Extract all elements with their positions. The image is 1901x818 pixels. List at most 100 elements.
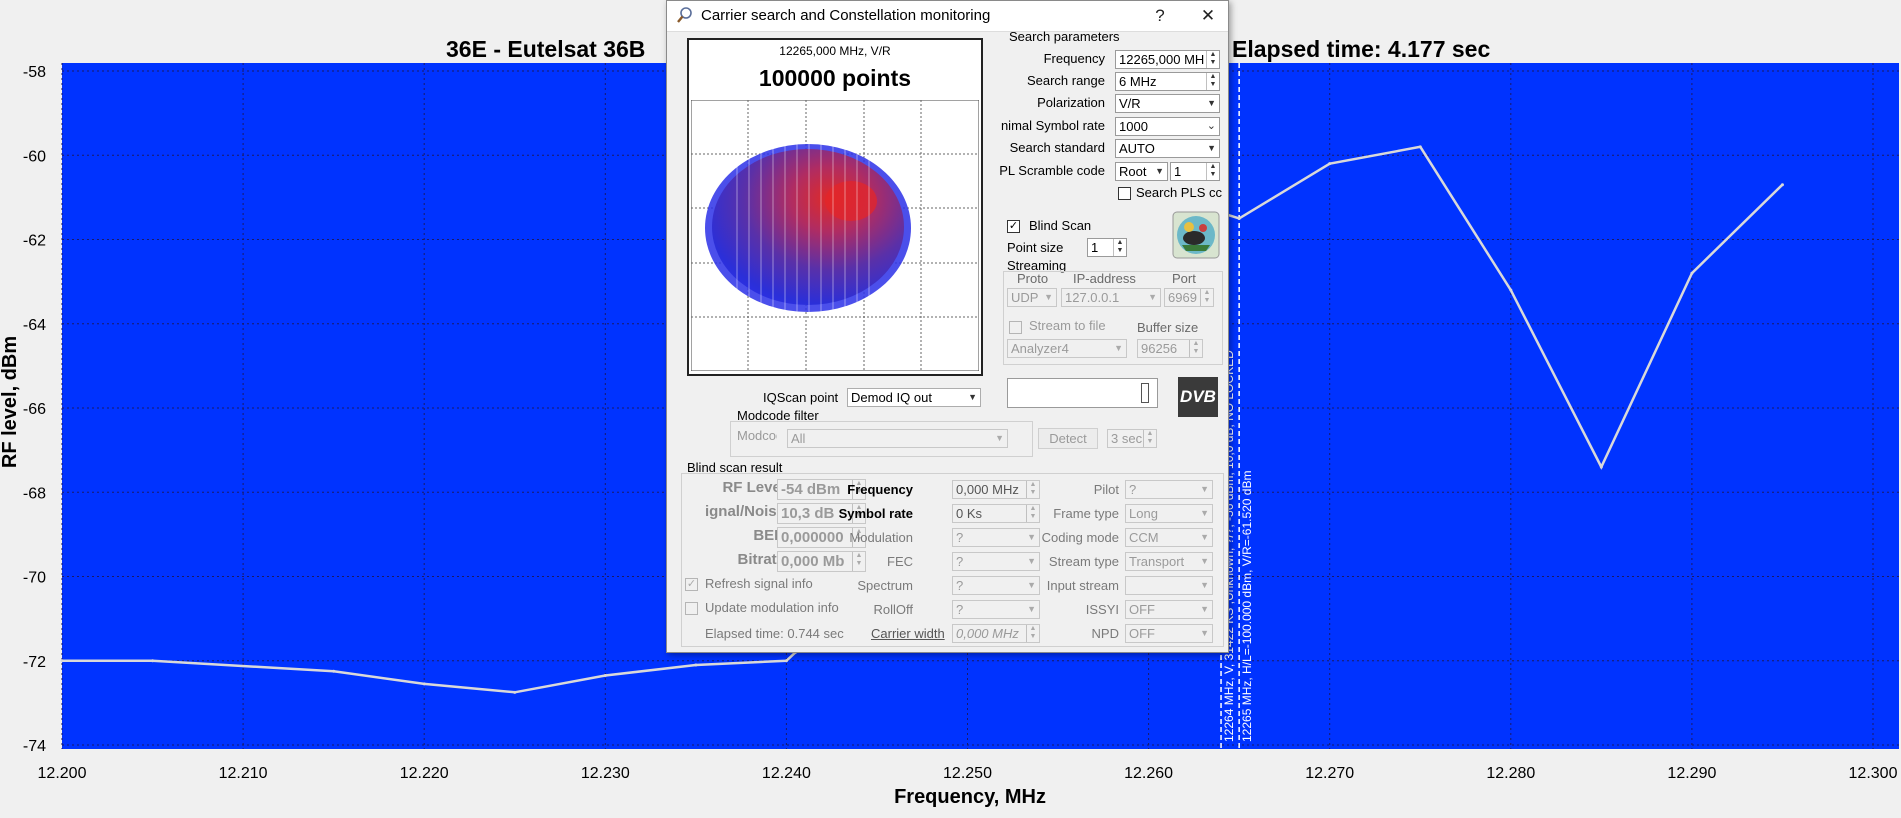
x-tick-label: 12.300 <box>1849 765 1898 782</box>
search-pls-checkbox[interactable] <box>1118 187 1131 200</box>
detect-button[interactable]: Detect <box>1038 428 1098 449</box>
x-tick-label: 12.200 <box>38 765 87 782</box>
npd-select[interactable]: OFF ▼ <box>1125 624 1213 643</box>
y-tick-label: -74 <box>23 738 46 755</box>
ber-label: BER <box>753 527 785 544</box>
series-line <box>1211 145 1784 470</box>
x-tick-label: 12.270 <box>1305 765 1354 782</box>
port-input[interactable]: 6969 ▲ ▼ <box>1164 288 1214 307</box>
blind-scan-result-group <box>681 473 1224 647</box>
spectrum-select[interactable]: ? ▼ <box>952 576 1040 595</box>
y-tick-label: -68 <box>23 485 46 502</box>
series-point <box>1690 271 1694 275</box>
pilot-label: Pilot <box>1093 482 1119 497</box>
dialog-title: Carrier search and Constellation monitor… <box>701 7 991 24</box>
stream-type-select[interactable]: Transport ▼ <box>1125 552 1213 571</box>
x-tick-label: 12.220 <box>400 765 449 782</box>
signal-noise-value: 10,3 dB ▲ ▼ <box>777 503 866 524</box>
x-tick-label: 12.280 <box>1486 765 1535 782</box>
x-tick-label: 12.210 <box>219 765 268 782</box>
buffer-size-label: Buffer size <box>1137 320 1199 335</box>
search-range-input[interactable]: 6 MHz ▲ ▼ <box>1115 72 1220 91</box>
bitrate-value: 0,000 Mb ▲ ▼ <box>777 551 866 572</box>
input-stream-select[interactable]: ▼ <box>1125 576 1213 595</box>
ber-value: 0,000000 ▲ ▼ <box>777 527 866 548</box>
dialog-titlebar[interactable]: Carrier search and Constellation monitor… <box>667 1 1228 32</box>
blind-scan-checkbox[interactable]: ✓ <box>1007 220 1020 233</box>
frame-type-select[interactable]: Long ▼ <box>1125 504 1213 523</box>
iqscan-select[interactable]: Demod IQ out ▼ <box>847 388 981 407</box>
stream-file-select[interactable]: Analyzer4 ▼ <box>1007 339 1127 358</box>
rf-level-label: RF Level <box>722 479 785 496</box>
series-point <box>151 659 155 663</box>
pl-scramble-select[interactable]: Root ▼ <box>1115 162 1168 181</box>
search-standard-select[interactable]: AUTO ▼ <box>1115 139 1220 158</box>
magnifier-icon <box>677 7 692 23</box>
help-button[interactable]: ? <box>1155 6 1165 25</box>
bitrate-label: Bitrate <box>737 551 785 568</box>
constellation-freq-label: 12265,000 MHz, V/R <box>779 44 891 58</box>
fish-logo-icon[interactable] <box>1172 211 1220 259</box>
carrier-width-label[interactable]: Carrier width <box>871 626 945 641</box>
frame-type-label: Frame type <box>1053 506 1119 521</box>
ip-address-label: IP-address <box>1073 271 1136 286</box>
point-size-input[interactable]: 1 ▲ ▼ <box>1087 238 1127 257</box>
streaming-title: Streaming <box>1007 258 1067 273</box>
min-symbol-rate-label: nimal Symbol rate <box>1000 118 1105 133</box>
search-range-label: Search range <box>1026 73 1105 88</box>
refresh-signal-checkbox[interactable]: ✓ <box>685 578 698 591</box>
rolloff-select[interactable]: ? ▼ <box>952 600 1040 619</box>
close-button[interactable]: ✕ <box>1200 6 1216 25</box>
ip-address-select[interactable]: 127.0.0.1 ▼ <box>1061 288 1161 307</box>
stream-to-file-checkbox[interactable] <box>1009 321 1022 334</box>
modulation-select[interactable]: ? ▼ <box>952 528 1040 547</box>
y-tick-label: -72 <box>23 654 46 671</box>
pilot-select[interactable]: ? ▼ <box>1125 480 1213 499</box>
modcode-filter-group <box>730 421 1033 457</box>
carrier-width-value[interactable]: 0,000 MHz ▲ ▼ <box>952 624 1040 643</box>
spectrum-label: Spectrum <box>857 578 913 593</box>
series-point <box>1328 162 1332 166</box>
rf-level-value: -54 dBm ▲ ▼ <box>777 479 866 500</box>
buffer-size-input[interactable]: 96256 ▲ ▼ <box>1137 339 1203 358</box>
y-tick-label: -66 <box>23 401 46 418</box>
polarization-select[interactable]: V/R ▼ <box>1115 94 1220 113</box>
frequency-input[interactable]: 12265,000 MH ▲ ▼ <box>1115 50 1220 69</box>
series-point <box>784 659 788 663</box>
blind-scan-label: Blind Scan <box>1029 218 1092 233</box>
polarization-label: Polarization <box>1037 95 1105 110</box>
issyi-select[interactable]: OFF ▼ <box>1125 600 1213 619</box>
iqscan-label: IQScan point <box>763 390 839 405</box>
signal-noise-label: ignal/Noise <box>704 503 785 520</box>
proto-select[interactable]: UDP ▼ <box>1007 288 1057 307</box>
modcode-select[interactable]: All ▼ <box>787 429 1008 448</box>
coding-mode-select[interactable]: CCM ▼ <box>1125 528 1213 547</box>
coding-mode-label: Coding mode <box>1041 530 1119 545</box>
search-standard-label: Search standard <box>1009 140 1105 155</box>
series-point <box>1599 465 1603 469</box>
constellation-panel: 12265,000 MHz, V/R 100000 points <box>687 38 983 376</box>
y-tick-label: -60 <box>23 148 46 165</box>
y-axis-label: RF level, dBm <box>0 336 21 468</box>
stream-type-label: Stream type <box>1048 554 1119 569</box>
modcode-sec-input[interactable]: 3 sec ▲ ▼ <box>1107 429 1157 448</box>
result-frequency-value: 0,000 MHz ▲ ▼ <box>952 480 1040 499</box>
search-pls-label: Search PLS cc <box>1136 185 1222 200</box>
update-modulation-checkbox[interactable] <box>685 602 698 615</box>
series-point <box>694 663 698 667</box>
pl-scramble-number[interactable]: 1 ▲ ▼ <box>1170 162 1220 181</box>
series-point <box>603 673 607 677</box>
series-point <box>1780 183 1784 187</box>
result-symbol-rate-label: Symbol rate <box>838 506 913 521</box>
min-symbol-rate-select[interactable]: 1000 ⌄ <box>1115 117 1220 136</box>
x-tick-label: 12.290 <box>1667 765 1716 782</box>
x-axis-label: Frequency, MHz <box>894 786 1046 808</box>
chart-title: 36E - Eutelsat 36B <box>446 36 645 62</box>
fec-select[interactable]: ? ▼ <box>952 552 1040 571</box>
proto-label: Proto <box>1017 271 1049 286</box>
series-point <box>60 659 64 663</box>
series-point <box>1509 288 1513 292</box>
elapsed-time-label: Elapsed time: 0.744 sec <box>705 626 844 641</box>
issyi-label: ISSYI <box>1085 602 1119 617</box>
y-tick-label: -62 <box>23 233 46 250</box>
